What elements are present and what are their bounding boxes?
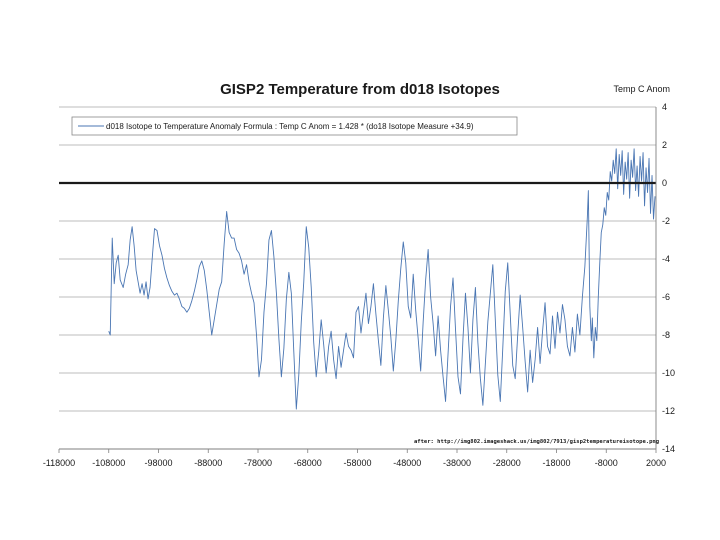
legend-entry: d018 Isotope to Temperature Anomaly Form…: [106, 122, 474, 131]
x-tick-label: -58000: [343, 458, 371, 468]
y-tick-label: -6: [662, 292, 670, 302]
x-tick-label: -28000: [493, 458, 521, 468]
x-tick-label: 2000: [646, 458, 666, 468]
y-tick-label: -2: [662, 216, 670, 226]
legend: d018 Isotope to Temperature Anomaly Form…: [71, 116, 518, 136]
y-axis-label: Temp C Anom: [613, 84, 670, 94]
y-tick-label: -4: [662, 254, 670, 264]
x-tick-label: -78000: [244, 458, 272, 468]
y-tick-label: 4: [662, 102, 667, 112]
x-tick-label: -68000: [294, 458, 322, 468]
y-tick-label: -10: [662, 368, 675, 378]
y-tick-label: -14: [662, 444, 675, 454]
y-tick-label: 2: [662, 140, 667, 150]
axes: [58, 107, 657, 453]
y-tick-label: -8: [662, 330, 670, 340]
x-tick-label: -18000: [542, 458, 570, 468]
x-tick-label: -118000: [43, 458, 75, 468]
x-tick-label: -38000: [443, 458, 471, 468]
x-tick-label: -88000: [194, 458, 222, 468]
source-annotation: after: http://img802.imageshack.us/img80…: [414, 439, 659, 445]
legend-box: [71, 116, 518, 136]
y-tick-label: 0: [662, 178, 667, 188]
series-layer: [59, 148, 656, 410]
x-tick-labels: -118000 -108000 -98000 -88000 -78000 -68000 -5…: [43, 458, 666, 468]
chart-title: GISP2 Temperature from d018 Isotopes: [220, 81, 500, 98]
series-line: [108, 148, 656, 410]
y-tick-labels: 4 2 0 -2 -4 -6 -8 -10 -12 -14: [662, 102, 675, 454]
x-tick-label: -108000: [92, 458, 125, 468]
x-tick-label: -48000: [393, 458, 421, 468]
y-tick-label: -12: [662, 406, 675, 416]
x-tick-label: -98000: [144, 458, 172, 468]
x-tick-label: -8000: [595, 458, 618, 468]
